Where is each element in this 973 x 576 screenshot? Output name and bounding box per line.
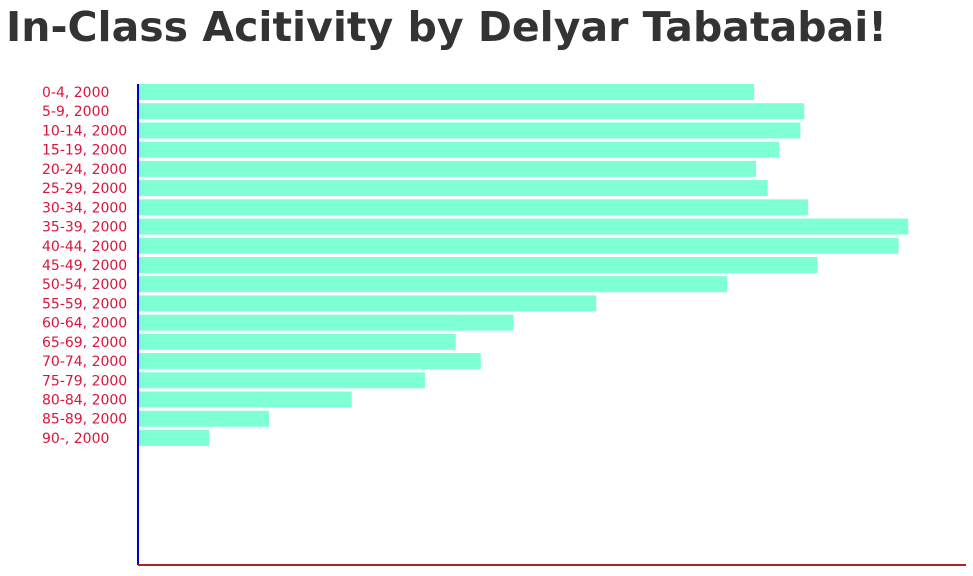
bar: [138, 103, 805, 120]
bar: [138, 333, 456, 350]
category-tick-label: 70-74, 2000: [42, 354, 127, 370]
bar: [138, 199, 809, 216]
bar: [138, 180, 768, 197]
bar: [138, 256, 818, 273]
category-tick-label: 40-44, 2000: [42, 239, 127, 255]
bar: [138, 314, 514, 331]
category-tick-label: 45-49, 2000: [42, 258, 127, 274]
category-tick-label: 25-29, 2000: [42, 181, 127, 197]
bar: [138, 276, 728, 293]
bar: [138, 218, 909, 235]
category-tick-label: 85-89, 2000: [42, 412, 127, 428]
bar: [138, 429, 210, 446]
bar: [138, 237, 899, 254]
bar: [138, 141, 780, 158]
category-tick-label: 15-19, 2000: [42, 143, 127, 159]
bar: [138, 410, 269, 427]
bar: [138, 391, 352, 408]
category-tick-label: 0-4, 2000: [42, 85, 109, 101]
category-tick-label: 10-14, 2000: [42, 123, 127, 139]
category-tick-label: 60-64, 2000: [42, 316, 127, 332]
bar: [138, 84, 755, 100]
bar-group: [138, 84, 909, 446]
category-tick-label: 50-54, 2000: [42, 277, 127, 293]
bar: [138, 122, 801, 139]
bar: [138, 353, 481, 370]
category-tick-label: 30-34, 2000: [42, 200, 127, 216]
bar: [138, 160, 757, 177]
category-tick-label: 65-69, 2000: [42, 335, 127, 351]
page-title: In-Class Acitivity by Delyar Tabatabai!: [6, 3, 887, 51]
category-tick-label: 75-79, 2000: [42, 373, 127, 389]
category-tick-label: 35-39, 2000: [42, 220, 127, 236]
category-tick-label: 5-9, 2000: [42, 104, 109, 120]
bar: [138, 372, 425, 389]
category-tick-label: 20-24, 2000: [42, 162, 127, 178]
bar: [138, 295, 597, 312]
category-tick-label: 90-, 2000: [42, 431, 109, 447]
category-label-group: 0-4, 2000 5-9, 2000 10-14, 2000 15-19, 2000…: [42, 85, 127, 447]
category-tick-label: 80-84, 2000: [42, 393, 127, 409]
category-tick-label: 55-59, 2000: [42, 296, 127, 312]
